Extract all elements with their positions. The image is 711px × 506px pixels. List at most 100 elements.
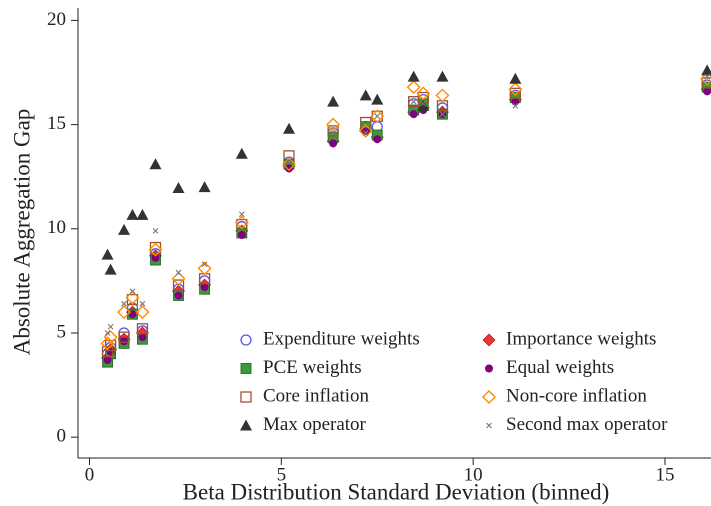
marker: [118, 331, 130, 343]
legend-label: Expenditure weights: [263, 328, 420, 349]
marker: [285, 164, 293, 173]
x-tick-label: 10: [464, 464, 483, 485]
marker: [327, 95, 340, 107]
marker: [234, 215, 249, 230]
marker: [126, 208, 139, 220]
legend-label: Second max operator: [506, 414, 668, 435]
marker: [700, 71, 711, 86]
y-axis-title: Absolute Aggregation Gap: [9, 109, 34, 356]
marker: [283, 122, 295, 134]
marker: [439, 111, 446, 118]
marker: [104, 330, 111, 336]
marker: [136, 208, 149, 220]
marker: [327, 125, 339, 137]
marker: [326, 117, 341, 132]
marker: [172, 279, 185, 291]
marker: [174, 291, 183, 300]
y-tick-label: 5: [57, 321, 67, 342]
marker: [240, 334, 252, 346]
marker: [286, 159, 292, 166]
marker: [135, 305, 150, 320]
marker: [240, 419, 252, 431]
marker: [240, 363, 252, 374]
marker: [407, 70, 420, 82]
marker: [701, 77, 711, 89]
marker: [139, 300, 146, 307]
marker: [359, 89, 372, 101]
legend-label: Max operator: [263, 414, 367, 435]
marker: [240, 391, 252, 403]
marker: [406, 80, 421, 95]
marker: [361, 126, 370, 135]
marker: [362, 130, 369, 136]
marker: [129, 288, 136, 295]
y-tick-label: 20: [47, 9, 66, 30]
marker: [152, 227, 159, 234]
legend-label: Core inflation: [263, 385, 370, 406]
marker: [360, 116, 372, 129]
y-tick-label: 0: [57, 426, 67, 447]
marker: [512, 102, 519, 109]
x-tick-label: 5: [277, 464, 287, 485]
marker: [172, 181, 185, 193]
marker: [136, 323, 149, 335]
marker: [410, 98, 417, 105]
marker: [117, 305, 132, 320]
marker: [482, 390, 496, 404]
marker: [197, 261, 212, 276]
marker: [358, 123, 373, 138]
marker: [409, 110, 418, 119]
x-tick-label: 15: [655, 464, 674, 485]
marker: [435, 88, 450, 103]
legend-label: Equal weights: [506, 357, 614, 378]
marker: [374, 113, 381, 120]
legend-label: Non-core inflation: [506, 385, 647, 406]
x-tick-label: 0: [85, 464, 95, 485]
marker: [126, 293, 139, 306]
marker: [486, 422, 492, 429]
marker: [148, 242, 163, 257]
marker: [373, 135, 382, 144]
marker: [171, 271, 186, 286]
marker: [104, 263, 117, 275]
marker: [508, 82, 523, 97]
marker: [149, 158, 162, 170]
marker: [436, 70, 449, 82]
marker: [703, 87, 711, 96]
marker: [329, 139, 338, 148]
marker: [103, 330, 118, 345]
marker: [101, 248, 114, 260]
marker: [482, 333, 496, 347]
marker: [371, 110, 383, 122]
marker: [125, 290, 140, 305]
marker: [704, 73, 711, 80]
y-tick-label: 10: [47, 217, 66, 238]
marker: [149, 241, 162, 254]
legend-label: Importance weights: [506, 328, 656, 349]
y-tick-label: 15: [47, 113, 66, 134]
marker: [416, 86, 431, 101]
marker: [120, 337, 129, 346]
marker: [485, 364, 493, 373]
legend-label: PCE weights: [263, 357, 362, 378]
marker: [200, 283, 209, 292]
marker: [235, 147, 248, 159]
marker: [201, 261, 208, 268]
marker: [121, 300, 127, 307]
marker: [509, 72, 522, 84]
marker: [509, 87, 521, 99]
marker: [151, 253, 160, 262]
marker: [118, 223, 131, 235]
marker: [198, 181, 211, 193]
marker: [330, 130, 337, 136]
marker: [701, 64, 711, 76]
marker: [138, 333, 147, 342]
marker: [236, 218, 248, 231]
marker: [237, 231, 246, 240]
marker: [371, 93, 384, 105]
marker: [420, 100, 427, 107]
marker: [238, 211, 245, 218]
marker: [417, 99, 430, 111]
marker: [175, 269, 182, 276]
